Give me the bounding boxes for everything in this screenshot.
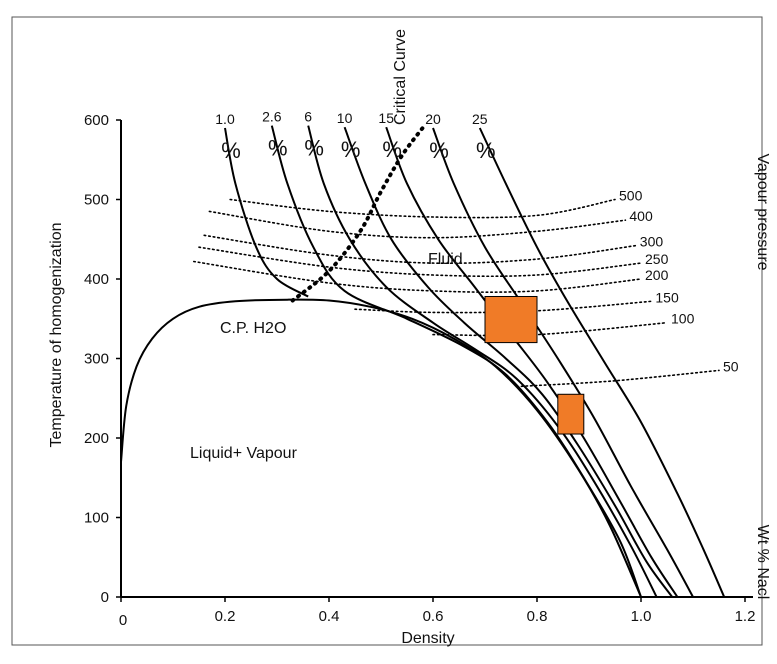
x-tick-label: 1.0: [631, 608, 652, 625]
right-label-top: Vapour pressure: [754, 153, 771, 270]
y-tick-label: 500: [84, 192, 109, 209]
highlight-box: [484, 295, 538, 344]
y-ticks: 0 100 200 300 400 500 600: [84, 112, 121, 606]
x-tick-label: 0: [119, 612, 127, 629]
critical-curve-group: [290, 126, 425, 303]
isopleth-25: [478, 127, 726, 598]
isobar-label: 100: [671, 311, 695, 327]
right-label-bottom: Wt % Nacl: [754, 525, 771, 600]
y-tick-label: 100: [84, 510, 109, 527]
isopleth-label: 15: [378, 110, 394, 126]
isobar-label: 50: [723, 358, 739, 374]
x-tick-label: 1.2: [735, 608, 756, 625]
isopleth-2.6: [270, 125, 642, 598]
isopleth-percent: %: [382, 137, 402, 162]
isopleth-percent: %: [476, 138, 496, 163]
isobar-200: [193, 260, 642, 293]
isopleth-label: 25: [472, 111, 488, 127]
liquid-vapour-label: Liquid+ Vapour: [190, 445, 298, 462]
isobar-250: [198, 246, 642, 278]
isobar-label: 250: [645, 251, 669, 267]
isobar-100: [432, 321, 668, 337]
chart-border: [11, 16, 763, 646]
isopleth-1.0: [224, 127, 309, 298]
isopleth-percent: %: [221, 138, 241, 163]
x-tick-label: 0.8: [527, 608, 548, 625]
x-tick-label: 0.6: [423, 608, 444, 625]
isobar-300: [203, 234, 637, 265]
isobar-label: 150: [655, 289, 679, 305]
isobar-label: 300: [640, 234, 664, 250]
cp-h2o-label: C.P. H2O: [220, 320, 286, 337]
x-ticks: 0 0.2 0.4 0.6 0.8 1.0 1.2: [119, 597, 756, 629]
isopleths: 1.0% 2.6% 6% 10% 15% 20% 25%: [215, 109, 726, 598]
critical-curve: [290, 126, 425, 303]
x-tick-label: 0.2: [215, 608, 236, 625]
y-tick-label: 0: [101, 589, 109, 606]
x-axis-label: Density: [401, 630, 454, 647]
isopleth-percent: %: [341, 137, 361, 162]
isopleth-10: [343, 126, 674, 598]
isopleth-label: 6: [304, 109, 312, 125]
isobar-label: 200: [645, 267, 669, 283]
y-tick-label: 400: [84, 271, 109, 288]
isopleth-label: 2.6: [262, 109, 282, 125]
isobar-400: [208, 210, 627, 239]
critical-curve-label: Critical Curve: [392, 29, 409, 125]
isopleth-15: [385, 126, 679, 598]
y-tick-label: 300: [84, 351, 109, 368]
highlight-box: [557, 393, 585, 435]
fluid-label: Fluid: [428, 251, 463, 268]
isopleth-label: 10: [337, 110, 353, 126]
isopleth-label: 20: [425, 111, 441, 127]
isopleth-percent: %: [268, 136, 288, 161]
y-tick-label: 200: [84, 430, 109, 447]
isopleth-20: [432, 127, 694, 598]
y-axis-label: Temperature of homogenization: [48, 222, 65, 447]
x-tick-label: 0.4: [319, 608, 340, 625]
y-tick-label: 600: [84, 112, 109, 129]
isobar-label: 500: [619, 188, 643, 204]
isopleth-6: [307, 125, 658, 598]
isobar-500: [229, 198, 616, 219]
isopleth-percent: %: [429, 138, 449, 163]
highlight-boxes: [484, 295, 585, 435]
isopleth-label: 1.0: [215, 111, 235, 127]
isobar-label: 400: [629, 208, 653, 224]
isopleth-percent: %: [304, 136, 324, 161]
